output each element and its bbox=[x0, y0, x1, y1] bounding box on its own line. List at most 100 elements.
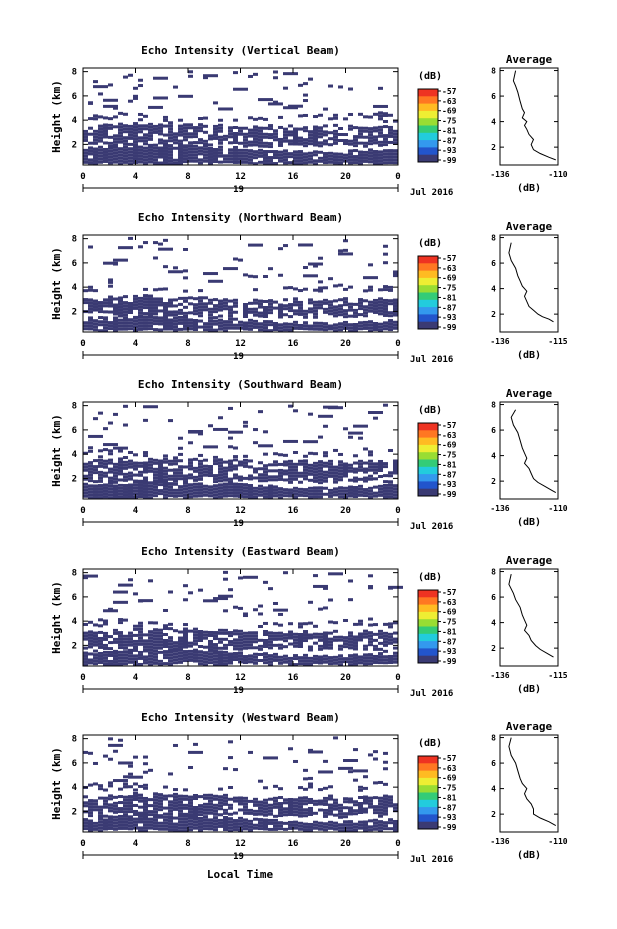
echo-cell bbox=[358, 150, 363, 154]
echo-cell bbox=[323, 322, 328, 326]
echo-cell bbox=[373, 657, 378, 661]
echo-cell bbox=[373, 328, 378, 332]
echo-cell bbox=[228, 661, 233, 665]
echo-cell bbox=[343, 320, 348, 324]
echo-cell bbox=[123, 798, 128, 802]
echo-cell bbox=[193, 156, 198, 160]
echo-cell bbox=[153, 76, 168, 80]
echo-cell bbox=[298, 243, 313, 247]
echo-cell bbox=[108, 149, 113, 153]
echo-cell bbox=[193, 639, 198, 643]
echo-cell bbox=[118, 296, 123, 300]
echo-cell bbox=[368, 656, 373, 660]
echo-cell bbox=[103, 316, 108, 320]
echo-cell bbox=[373, 141, 378, 145]
echo-cell bbox=[283, 494, 288, 498]
echo-cell bbox=[278, 323, 283, 327]
echo-cell bbox=[208, 319, 213, 323]
echo-cell bbox=[213, 631, 218, 635]
echo-cell bbox=[153, 461, 158, 465]
x-tick-label: 16 bbox=[288, 339, 299, 349]
echo-cell bbox=[163, 493, 168, 497]
echo-cell bbox=[368, 643, 373, 647]
echo-cell bbox=[233, 304, 238, 308]
echo-cell bbox=[358, 304, 363, 308]
echo-cell bbox=[188, 644, 193, 648]
echo-cell bbox=[303, 802, 308, 806]
colorbar-tick-label: -99 bbox=[442, 823, 457, 832]
echo-cell bbox=[283, 133, 288, 137]
echo-cell bbox=[283, 161, 288, 165]
echo-cell bbox=[98, 642, 103, 646]
echo-cell bbox=[368, 802, 373, 806]
echo-cell bbox=[223, 609, 228, 613]
echo-cell bbox=[143, 829, 148, 833]
echo-cell bbox=[218, 795, 223, 799]
echo-cell bbox=[383, 324, 388, 328]
profile-x-label: (dB) bbox=[517, 517, 541, 528]
echo-cell bbox=[293, 287, 298, 291]
echo-cell bbox=[233, 828, 238, 832]
echo-cell bbox=[128, 477, 133, 481]
echo-cell bbox=[103, 788, 108, 792]
echo-cell bbox=[368, 486, 373, 490]
echo-cell bbox=[188, 430, 203, 434]
echo-cell bbox=[153, 149, 158, 153]
echo-cell bbox=[283, 127, 288, 131]
echo-cell bbox=[228, 326, 233, 330]
echo-cell bbox=[88, 245, 93, 249]
echo-cell bbox=[273, 70, 278, 74]
echo-cell bbox=[298, 827, 303, 831]
echo-cell bbox=[203, 464, 208, 468]
echo-cell bbox=[313, 473, 318, 477]
echo-cell bbox=[88, 808, 93, 812]
echo-cell bbox=[393, 462, 398, 466]
echo-cell bbox=[228, 631, 233, 635]
echo-cell bbox=[163, 308, 168, 312]
echo-cell bbox=[153, 652, 158, 656]
echo-cell bbox=[223, 816, 228, 820]
echo-cell bbox=[283, 827, 288, 831]
echo-cell bbox=[283, 654, 288, 658]
echo-cell bbox=[278, 802, 283, 806]
echo-cell bbox=[173, 459, 178, 463]
echo-cell bbox=[358, 788, 363, 792]
echo-cell bbox=[128, 810, 133, 814]
echo-cell bbox=[83, 148, 88, 152]
echo-cell bbox=[103, 486, 108, 490]
echo-cell bbox=[328, 465, 333, 469]
echo-cell bbox=[178, 806, 183, 810]
echo-cell bbox=[188, 461, 193, 465]
echo-cell bbox=[148, 154, 153, 158]
echo-cell bbox=[188, 819, 193, 823]
echo-cell bbox=[198, 588, 203, 592]
echo-cell bbox=[183, 630, 188, 634]
echo-cell bbox=[298, 136, 303, 140]
echo-cell bbox=[178, 471, 183, 475]
echo-cell bbox=[388, 654, 393, 658]
echo-cell bbox=[253, 826, 258, 830]
echo-cell bbox=[193, 303, 198, 307]
echo-cell bbox=[108, 310, 113, 314]
echo-cell bbox=[118, 324, 123, 328]
echo-cell bbox=[188, 318, 193, 322]
echo-cell bbox=[338, 475, 343, 479]
echo-cell bbox=[278, 496, 283, 500]
echo-cell bbox=[113, 319, 118, 323]
echo-cell bbox=[138, 796, 143, 800]
echo-cell bbox=[208, 793, 213, 797]
echo-cell bbox=[293, 798, 298, 802]
echo-cell bbox=[388, 158, 393, 162]
echo-cell bbox=[318, 414, 333, 418]
echo-cell bbox=[168, 639, 173, 643]
echo-cell bbox=[298, 139, 303, 143]
echo-cell bbox=[203, 124, 208, 128]
echo-cell bbox=[203, 793, 208, 797]
echo-cell bbox=[118, 327, 123, 331]
echo-cell bbox=[233, 799, 238, 803]
echo-cell bbox=[333, 655, 338, 659]
echo-cell bbox=[318, 141, 323, 145]
echo-cell bbox=[218, 787, 223, 791]
echo-cell bbox=[318, 492, 323, 496]
echo-cell bbox=[93, 659, 98, 663]
